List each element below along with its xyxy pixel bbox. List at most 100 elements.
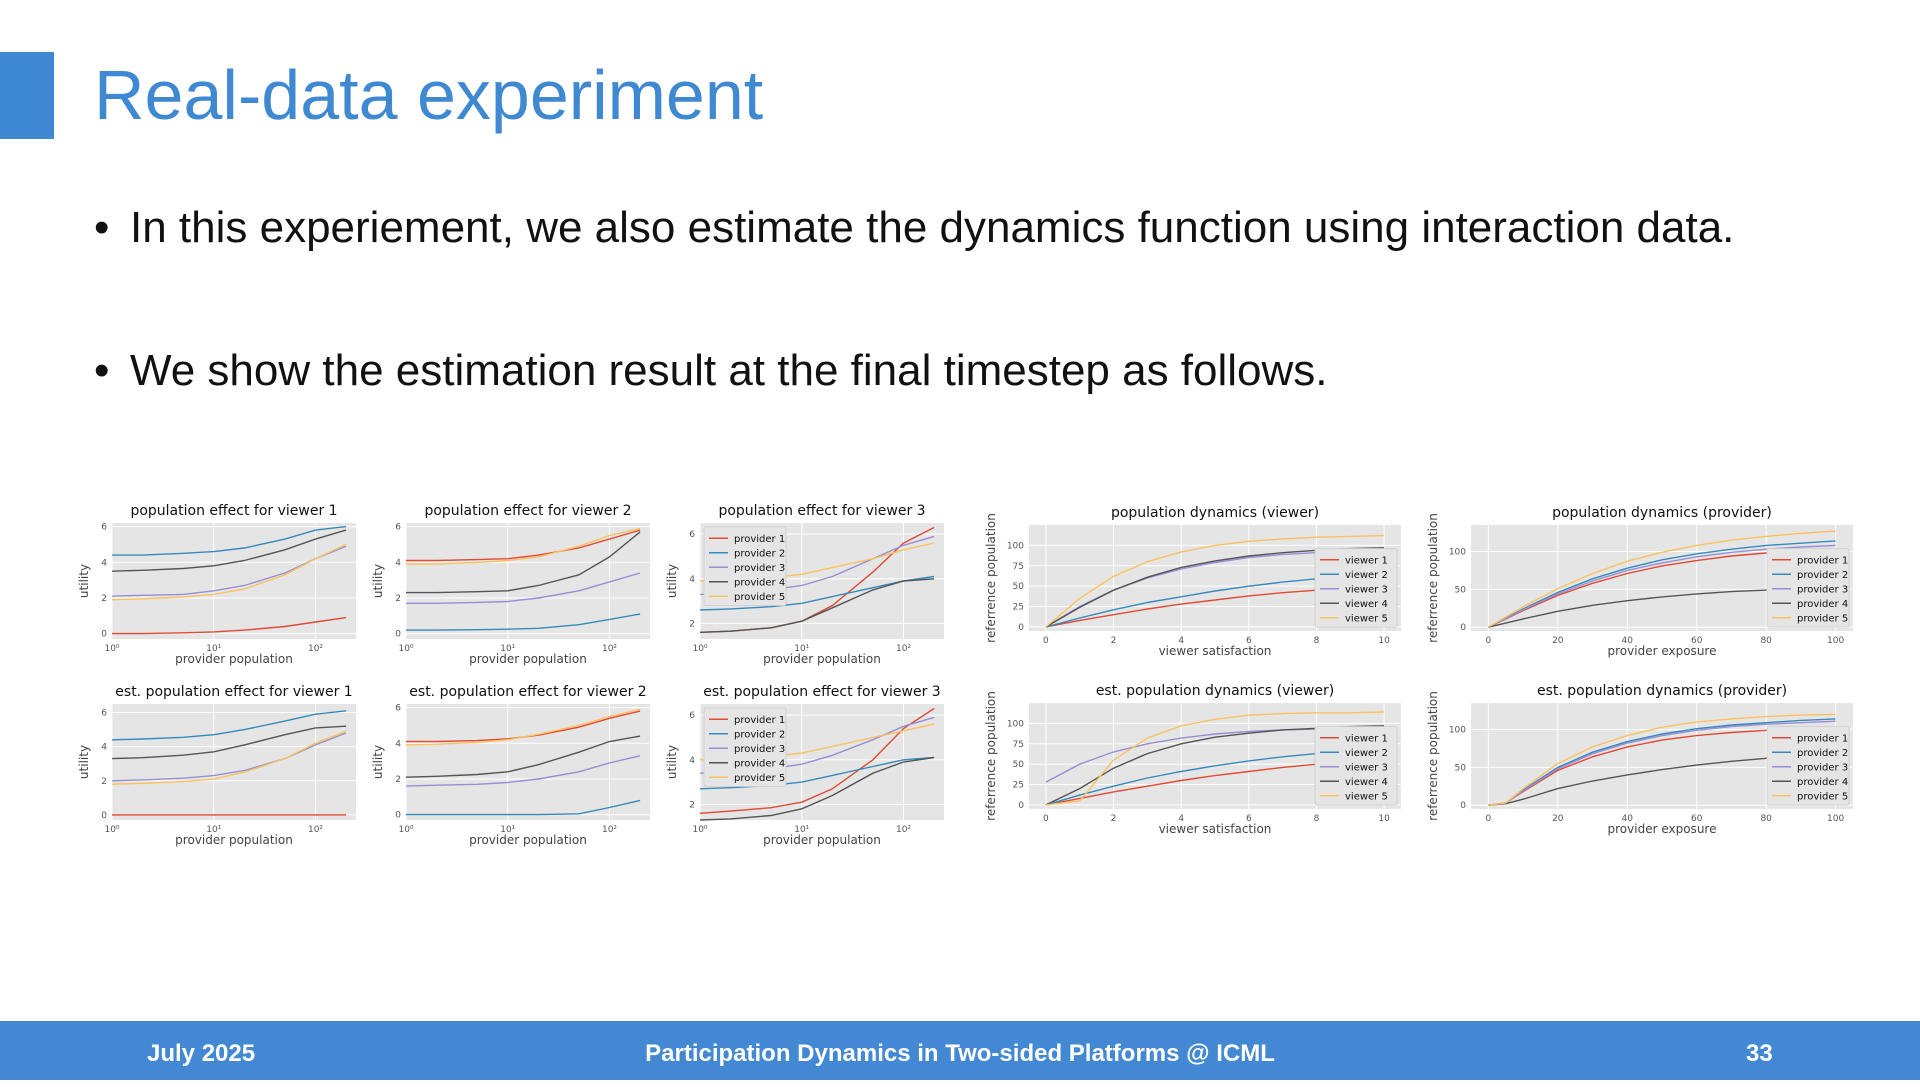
chart-svg: est. population dynamics (viewer) 0 2 4 6 8 10…	[984, 683, 1401, 836]
y-tick-label: 75	[1013, 562, 1024, 572]
y-tick-label: 100	[1449, 548, 1466, 558]
series-line-5	[111, 730, 347, 785]
y-axis-label: utility	[665, 745, 679, 779]
x-tick-label: 10	[1378, 814, 1390, 824]
legend-label-3: provider 3	[1797, 584, 1848, 595]
y-tick-label: 6	[689, 711, 695, 721]
chart-est-population-effect-viewer-3: est. population effect for viewer 3 10⁰ 10…	[665, 678, 948, 858]
series-line-5	[405, 708, 641, 746]
chart-legend: provider 1 provider 2 provider 3 provider 4…	[703, 526, 787, 606]
y-tick-label: 2	[689, 619, 695, 629]
chart-title: est. population effect for viewer 1	[115, 684, 352, 700]
x-axis-label: provider population	[469, 833, 587, 847]
series-line-1	[699, 707, 935, 814]
y-axis-label: referrence population	[1426, 691, 1440, 821]
title-accent-bar	[0, 52, 54, 139]
page-number: 33	[1746, 1040, 1773, 1067]
y-tick-label: 6	[101, 523, 107, 533]
chart-svg: population dynamics (provider) 0 20 40 60 80 1…	[1426, 505, 1853, 658]
x-axis-label: provider population	[763, 833, 881, 847]
x-tick-label: 2	[1111, 636, 1117, 646]
x-axis-label: provider exposure	[1608, 822, 1717, 836]
chart-est-population-dynamics-provider: est. population dynamics (provider) 0 20 40…	[1426, 677, 1857, 847]
x-tick-label: 8	[1314, 636, 1320, 646]
legend-label-1: viewer 1	[1345, 733, 1388, 744]
chart-population-dynamics-provider: population dynamics (provider) 0 20 40 60 80 1…	[1426, 499, 1857, 669]
x-tick-label: 10¹	[500, 825, 515, 835]
x-tick-label: 10¹	[500, 644, 515, 654]
chart-population-effect-viewer-2: population effect for viewer 2 10⁰ 10¹ 10² 0…	[371, 497, 654, 677]
legend-label-4: viewer 4	[1345, 599, 1388, 610]
y-tick-label: 4	[689, 575, 695, 585]
chart-svg: est. population effect for viewer 1 10⁰ 10…	[77, 684, 356, 847]
bullet-dot-icon: •	[94, 346, 110, 395]
y-tick-label: 25	[1013, 603, 1024, 613]
legend-label-3: provider 3	[734, 744, 785, 755]
chart-est-population-effect-viewer-1: est. population effect for viewer 1 10⁰ 10…	[77, 678, 360, 858]
x-tick-label: 60	[1691, 636, 1703, 646]
legend-box	[1766, 726, 1850, 806]
legend-label-2: viewer 2	[1345, 570, 1388, 581]
y-axis-label: referrence population	[984, 513, 998, 643]
y-tick-label: 2	[395, 594, 401, 604]
y-tick-label: 75	[1013, 740, 1024, 750]
x-tick-label: 10⁰	[104, 825, 119, 835]
x-tick-label: 0	[1485, 814, 1491, 824]
series-line-5	[1045, 711, 1385, 806]
legend-label-2: provider 2	[1797, 570, 1848, 581]
legend-label-5: provider 5	[1797, 791, 1848, 802]
x-tick-label: 10²	[602, 825, 617, 835]
y-tick-label: 4	[395, 558, 401, 568]
bullet-dot-icon: •	[94, 203, 110, 252]
x-tick-label: 10²	[308, 825, 323, 835]
series-line-2	[406, 799, 641, 816]
series-line-3	[405, 755, 641, 787]
chart-title: population effect for viewer 2	[424, 503, 631, 519]
chart-title: est. population effect for viewer 2	[409, 684, 646, 700]
y-tick-label: 4	[395, 739, 401, 749]
chart-svg: est. population effect for viewer 2 10⁰ 10…	[371, 684, 650, 847]
series-line-1	[406, 529, 641, 562]
y-tick-label: 100	[1007, 541, 1024, 551]
legend-label-4: provider 4	[1797, 599, 1848, 610]
chart-svg: est. population effect for viewer 3 10⁰ 10…	[665, 684, 944, 847]
series-line-5	[406, 527, 641, 565]
x-tick-label: 10²	[602, 644, 617, 654]
chart-est-population-dynamics-viewer: est. population dynamics (viewer) 0 2 4 6 8 10…	[984, 677, 1405, 847]
legend-label-1: viewer 1	[1345, 555, 1388, 566]
series-line-1	[112, 616, 347, 635]
x-tick-label: 10¹	[206, 644, 221, 654]
y-tick-label: 4	[689, 756, 695, 766]
chart-legend: provider 1 provider 2 provider 3 provider 4…	[1766, 726, 1850, 806]
x-tick-label: 10	[1378, 636, 1390, 646]
bullet-item-1: • In this experiement, we also estimate t…	[94, 200, 1734, 256]
y-tick-label: 50	[1455, 585, 1467, 595]
x-tick-label: 10⁰	[104, 644, 119, 654]
plot-area	[112, 704, 356, 820]
chart-title: population effect for viewer 1	[130, 503, 337, 519]
x-tick-label: 40	[1622, 814, 1634, 824]
chart-svg: population dynamics (viewer)0 2 4 6 8 1002550…	[984, 505, 1401, 658]
x-axis-label: provider population	[469, 652, 587, 666]
legend-box	[703, 526, 787, 606]
legend-box	[1314, 548, 1398, 628]
series-line-4	[699, 756, 935, 821]
y-tick-label: 100	[1449, 726, 1466, 736]
legend-label-4: viewer 4	[1345, 777, 1388, 788]
chart-title: population dynamics (viewer)	[1111, 505, 1319, 521]
legend-label-1: provider 1	[1797, 733, 1848, 744]
legend-box	[703, 707, 787, 787]
legend-label-1: provider 1	[1797, 555, 1848, 566]
legend-label-5: provider 5	[1797, 613, 1848, 624]
y-axis-label: utility	[371, 564, 385, 598]
y-axis-label: referrence population	[1426, 513, 1440, 643]
y-axis-label: referrence population	[984, 691, 998, 821]
y-tick-label: 0	[101, 630, 107, 640]
legend-label-4: provider 4	[734, 758, 785, 769]
series-line-2	[111, 710, 347, 741]
chart-population-effect-viewer-1: population effect for viewer 1 10⁰ 10¹ 10² 0…	[77, 497, 360, 677]
x-tick-label: 10²	[896, 825, 911, 835]
series-line-4	[111, 725, 347, 760]
bullet-text-2: We show the estimation result at the fin…	[130, 346, 1328, 395]
x-tick-label: 20	[1552, 814, 1564, 824]
